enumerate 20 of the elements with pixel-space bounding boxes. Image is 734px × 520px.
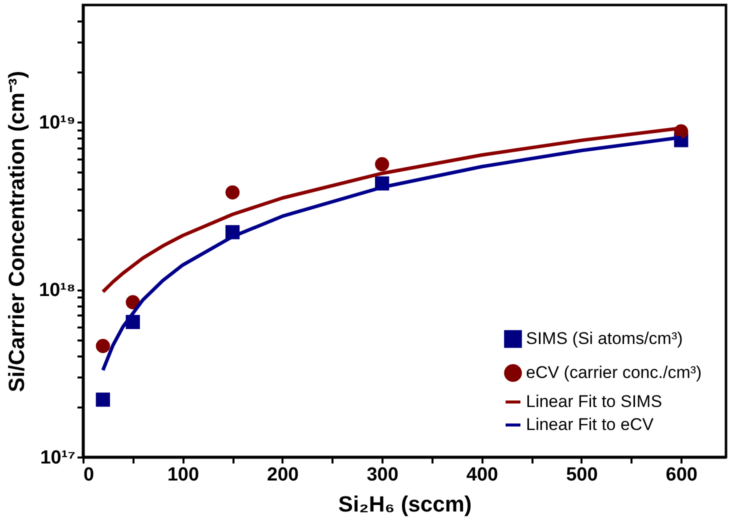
y-tick-label: 10¹⁸ <box>39 280 76 302</box>
legend-label: Linear Fit to SIMS <box>526 392 662 411</box>
point <box>375 157 390 172</box>
y-tick-label: 10¹⁷ <box>40 448 76 468</box>
x-tick-label: 500 <box>566 464 598 486</box>
point <box>225 185 240 200</box>
x-tick-label: 600 <box>666 464 698 486</box>
x-tick-label: 400 <box>466 464 498 486</box>
point <box>96 392 110 407</box>
x-tick-label: 300 <box>366 464 398 486</box>
y-axis-title: Si/Carrier Concentration (cm⁻³) <box>4 70 30 392</box>
legend-label: Linear Fit to eCV <box>526 415 654 434</box>
x-tick-label: 0 <box>84 464 94 486</box>
x-tick-label: 200 <box>267 464 299 486</box>
legend-label: SIMS (Si atoms/cm³) <box>526 329 683 348</box>
point <box>96 338 110 354</box>
legend-label: eCV (carrier conc./cm³) <box>526 363 702 382</box>
x-tick-label: 100 <box>167 464 200 486</box>
x-axis-title: Si₂H₆ (sccm) <box>338 492 472 516</box>
y-tick-label: 10¹⁹ <box>39 112 76 134</box>
